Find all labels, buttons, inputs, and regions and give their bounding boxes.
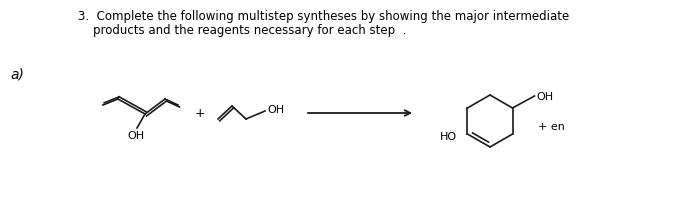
Text: HO: HO bbox=[440, 131, 456, 141]
Text: + en: + en bbox=[538, 121, 565, 131]
Text: 3.  Complete the following multistep syntheses by showing the major intermediate: 3. Complete the following multistep synt… bbox=[78, 10, 569, 23]
Text: OH: OH bbox=[536, 92, 554, 101]
Text: OH: OH bbox=[127, 130, 144, 140]
Text: a): a) bbox=[10, 68, 24, 82]
Text: products and the reagents necessary for each step  .: products and the reagents necessary for … bbox=[93, 24, 407, 37]
Text: +: + bbox=[195, 107, 205, 120]
Text: OH: OH bbox=[267, 104, 284, 114]
